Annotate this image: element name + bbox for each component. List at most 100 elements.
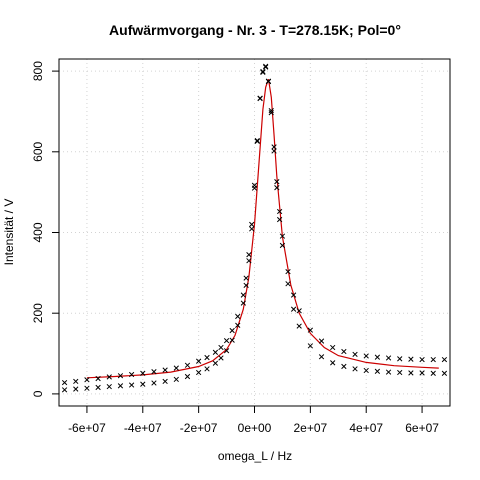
data-point: [276, 208, 283, 215]
data-point: [274, 185, 280, 191]
data-point: [330, 344, 336, 351]
data-point: [318, 338, 325, 344]
data-point: [279, 242, 286, 249]
data-point: [246, 258, 252, 264]
x-tick-label: 0e+00: [238, 421, 272, 435]
data-point: [363, 367, 369, 374]
data-point: [251, 185, 258, 191]
data-point: [397, 356, 403, 362]
data-point: [374, 354, 381, 360]
data-point: [265, 78, 272, 85]
data-point: [441, 370, 448, 376]
x-axis: -6e+07 -4e+07 -2e+07 0e+00 2e+07 4e+07 6e+07: [68, 405, 439, 435]
data-point: [140, 370, 146, 376]
data-point: [243, 282, 249, 289]
y-axis-label: Intensität / V: [2, 199, 16, 266]
data-point: [274, 179, 280, 185]
data-point: [397, 369, 403, 376]
data-point: [218, 344, 224, 351]
data-point: [106, 383, 112, 390]
data-point: [195, 369, 202, 376]
fit-curve: [86, 79, 439, 379]
data-point: [204, 366, 210, 372]
data-point: [117, 383, 124, 389]
data-point: [290, 292, 297, 298]
data-point: [296, 308, 302, 314]
chart-title: Aufwärmvorgang - Nr. 3 - T=278.15K; Pol=…: [109, 22, 401, 38]
data-point: [296, 323, 302, 329]
y-tick-label: 800: [31, 61, 45, 81]
data-point: [106, 374, 112, 380]
x-tick-label: -6e+07: [68, 421, 106, 435]
data-point: [408, 370, 414, 376]
data-point: [268, 107, 274, 114]
data-point: [249, 221, 255, 228]
data-point: [173, 376, 179, 383]
data-point: [363, 353, 369, 359]
data-point: [73, 378, 79, 385]
data-point: [374, 368, 381, 374]
data-point: [263, 63, 269, 69]
x-tick-label: 6e+07: [405, 421, 439, 435]
data-point: [385, 369, 392, 375]
data-point: [162, 378, 168, 385]
data-point: [260, 68, 266, 75]
data-point: [352, 351, 358, 358]
plot-frame: [58, 58, 451, 407]
y-tick-label: 200: [31, 303, 45, 323]
data-point: [271, 144, 277, 150]
grid-lines: [59, 59, 450, 406]
data-point: [260, 69, 266, 75]
data-point: [61, 387, 68, 393]
data-point: [318, 354, 325, 360]
data-point: [263, 64, 269, 70]
y-tick-label: 0: [31, 390, 45, 397]
data-point: [285, 281, 291, 287]
data-point: [223, 348, 230, 354]
data-point: [117, 373, 124, 379]
data-point: [212, 360, 219, 366]
data-point: [276, 216, 283, 223]
data-point: [195, 358, 202, 364]
data-point: [128, 382, 135, 388]
data-point: [95, 375, 101, 382]
data-point: [419, 356, 425, 363]
data-point: [249, 226, 255, 232]
data-point: [408, 356, 414, 362]
data-point: [254, 137, 260, 144]
data-point: [279, 233, 286, 239]
data-point: [223, 337, 230, 344]
data-point: [128, 371, 135, 378]
data-point: [243, 275, 249, 281]
data-point: [240, 292, 246, 298]
y-axis: 0 200 400 600 800: [31, 61, 60, 397]
x-axis-label: omega_L / Hz: [218, 449, 292, 463]
data-point: [430, 370, 436, 376]
data-point: [290, 306, 297, 312]
data-point: [184, 362, 191, 368]
x-tick-label: 2e+07: [294, 421, 328, 435]
fit-curves: [86, 79, 439, 379]
data-point: [254, 138, 260, 144]
data-point: [84, 377, 90, 383]
data-point: [330, 360, 336, 366]
data-point: [235, 322, 241, 328]
data-point: [307, 327, 314, 333]
data-point: [341, 363, 347, 370]
data-point: [151, 380, 157, 386]
data-point: [285, 268, 291, 275]
data-point: [341, 348, 347, 355]
data-point: [352, 366, 358, 372]
x-tick-label: -4e+07: [124, 421, 162, 435]
data-point: [271, 148, 277, 154]
data-point: [84, 385, 90, 391]
data-point: [246, 252, 252, 258]
data-point: [173, 365, 179, 371]
data-point: [218, 355, 224, 361]
data-point: [184, 373, 191, 380]
data-point: [151, 369, 157, 375]
data-point: [385, 355, 392, 361]
data-point: [140, 381, 146, 387]
data-point: [61, 379, 68, 386]
data-point: [257, 95, 263, 101]
